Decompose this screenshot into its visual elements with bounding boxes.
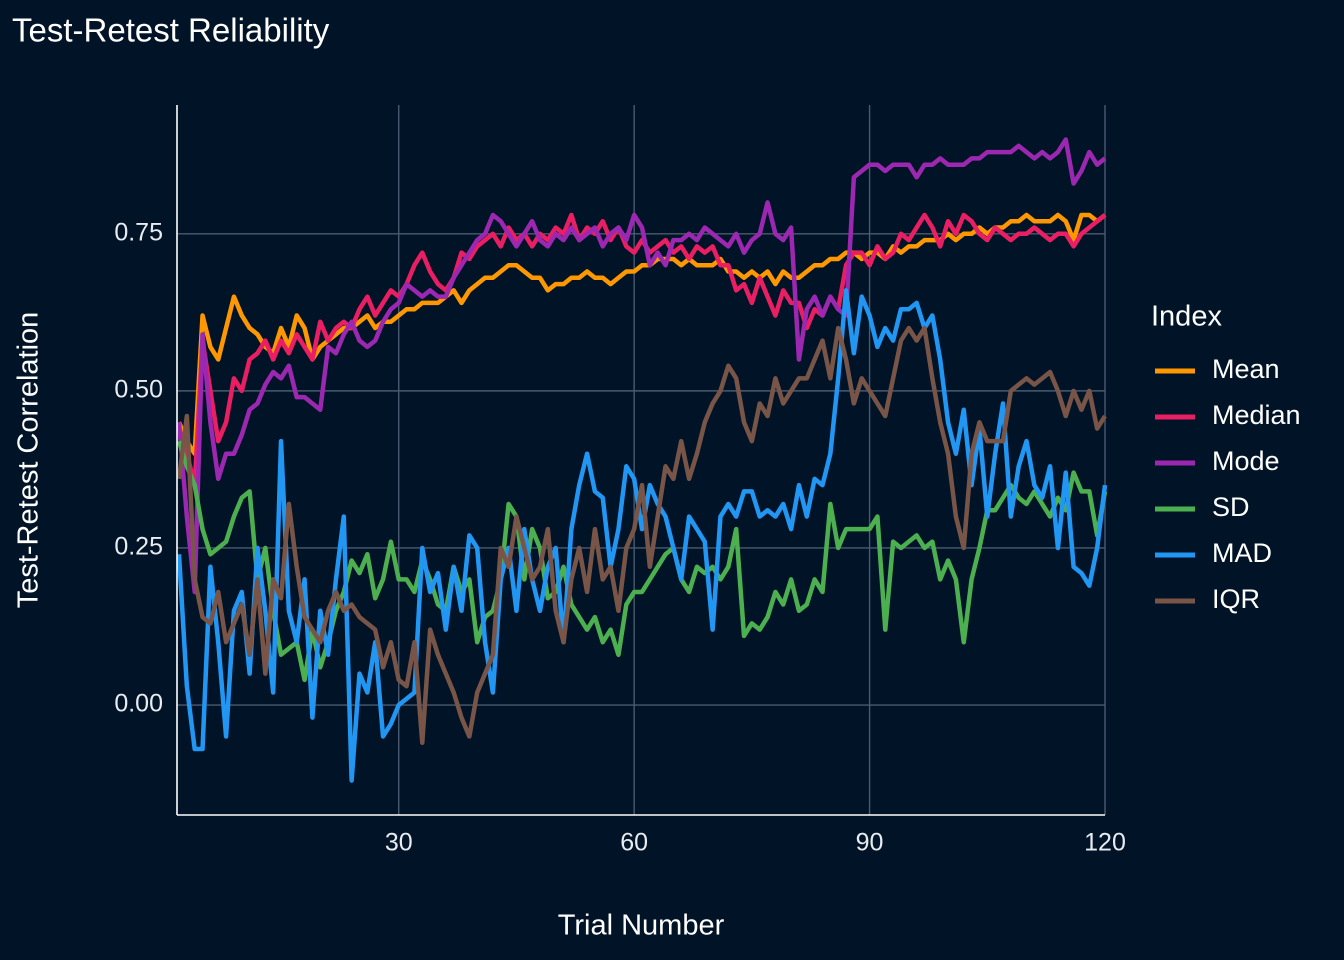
x-axis-label: Trial Number <box>558 910 725 942</box>
series-line <box>176 325 1107 745</box>
series-line <box>176 212 1107 488</box>
legend-label: Mode <box>1212 446 1280 476</box>
grid <box>177 105 1106 815</box>
y-axis-label: Test-Retest Correlation <box>13 312 45 609</box>
x-tick-label: 120 <box>1084 829 1126 857</box>
y-tick-label: 0.75 <box>114 218 163 246</box>
x-tick-label: 60 <box>620 829 648 857</box>
legend-label: MAD <box>1212 538 1272 568</box>
lines <box>176 137 1108 783</box>
y-tick-label: 0.25 <box>114 533 163 561</box>
legend-label: Median <box>1212 400 1301 430</box>
series-line <box>176 137 1107 595</box>
legend-title: Index <box>1151 301 1222 333</box>
chart-title: Test-Retest Reliability <box>12 12 330 49</box>
legend-label: Mean <box>1212 354 1280 384</box>
x-tick-label: 90 <box>856 829 884 857</box>
y-tick-label: 0.00 <box>114 690 163 718</box>
y-tick-label: 0.50 <box>114 375 163 403</box>
axes: 0.00 0.25 0.50 0.75 30 60 90 120 <box>114 105 1126 857</box>
legend-label: IQR <box>1212 584 1260 614</box>
legend-label: SD <box>1212 492 1250 522</box>
series-line <box>176 288 1108 783</box>
legend: Mean Median Mode SD MAD IQR <box>1155 354 1301 614</box>
x-tick-label: 30 <box>385 829 413 857</box>
